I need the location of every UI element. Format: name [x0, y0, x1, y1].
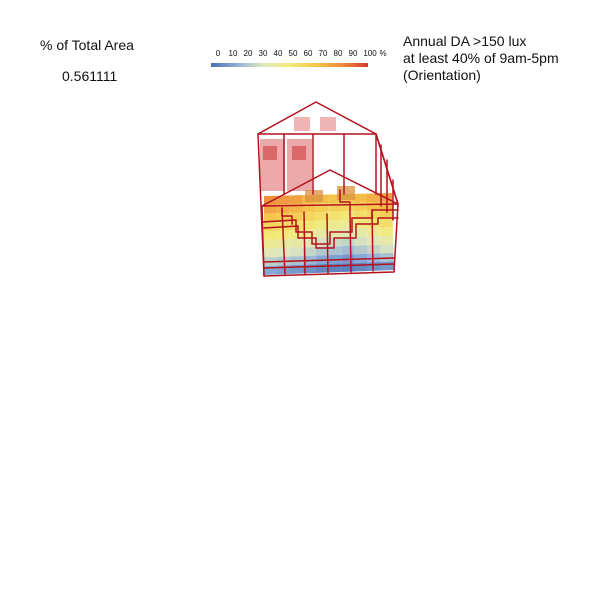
legend-tick-50: 50: [288, 49, 298, 58]
floor-heatmap-cell-6-6: [341, 245, 355, 255]
floor-heatmap-cell-6-0: [264, 248, 277, 258]
floor-heatmap-cell-0-1: [276, 195, 290, 205]
floor-heatmap-cell-4-7: [354, 228, 368, 238]
floor-heatmap-cell-6-9: [380, 244, 394, 254]
floor-heatmap-cell-2-8: [366, 210, 380, 220]
gable-window-right: [320, 117, 336, 131]
floor-heatmap-cell-4-5: [328, 228, 342, 238]
legend-tick-10: 10: [228, 49, 238, 58]
floor-heatmap-cell-4-9: [380, 227, 394, 237]
floor-heatmap-cell-1-6: [340, 202, 354, 212]
floor-heatmap-cell-8-9: [380, 261, 394, 271]
floor-heatmap-cell-5-0: [264, 239, 277, 249]
floor-heatmap-cell-3-9: [379, 218, 393, 228]
floor-heatmap-cell-3-5: [328, 220, 342, 230]
legend-tick-70: 70: [318, 49, 328, 58]
legend-tick-30: 30: [258, 49, 268, 58]
gable-window-left: [294, 117, 310, 131]
analysis-title-line-1: Annual DA >150 lux: [403, 33, 527, 49]
floor-heatmap-cell-8-6: [341, 262, 355, 272]
floor-heatmap-cell-3-3: [302, 220, 316, 230]
internal-wall-path-lower: [263, 217, 399, 249]
internal-wall-stub-a: [281, 207, 293, 225]
floor-heatmap-cell-5-7: [354, 236, 368, 246]
legend-tick-80: 80: [333, 49, 343, 58]
analysis-title-line-2: at least 40% of 9am-5pm: [403, 50, 559, 66]
legend-tick-20: 20: [243, 49, 253, 58]
analysis-title-block: Annual DA >150 lux at least 40% of 9am-5…: [403, 33, 559, 84]
floor-heatmap-cell-0-7: [353, 193, 367, 203]
floor-heatmap-cell-7-9: [380, 252, 394, 262]
roof-window-a: [305, 190, 323, 202]
legend-tick-0: 0: [215, 49, 221, 58]
legend-tick-100: 100: [363, 49, 377, 58]
floor-heatmap-cell-5-8: [367, 236, 381, 246]
floor-heatmap-cell-4-0: [264, 230, 277, 240]
window-accent-center: [292, 146, 306, 160]
front-line-a: [281, 208, 286, 276]
legend-tick-60: 60: [303, 49, 313, 58]
floor-heatmap-cell-6-7: [354, 245, 368, 255]
floor-heatmap-cell-6-4: [315, 246, 329, 256]
window-panels: [260, 117, 355, 202]
floor-heatmap-cell-2-2: [289, 212, 303, 222]
front-line-e: [371, 209, 374, 272]
floor-heatmap-cell-2-9: [379, 210, 393, 220]
total-area-value: 0.561111: [62, 68, 118, 84]
floor-heatmap-cell-8-4: [315, 263, 329, 273]
floor-heatmap-cell-0-2: [289, 195, 303, 205]
floor-heatmap-cell-2-4: [315, 211, 329, 221]
floor-heatmap-cell-4-4: [315, 229, 329, 239]
floor-heatmap-cell-1-0: [264, 204, 277, 214]
window-accent-left: [263, 146, 277, 160]
floor-heatmap-cell-3-4: [315, 220, 329, 230]
floor-heatmap-cell-1-7: [353, 202, 367, 212]
floor-heatmap-cell-5-5: [328, 237, 342, 247]
internal-wall-stub-b: [339, 189, 351, 213]
floor-heatmap-cell-2-1: [276, 212, 290, 222]
front-line-d: [349, 212, 352, 273]
floor-line-back: [263, 263, 395, 269]
front-left-edge: [261, 205, 265, 277]
internal-wall-path-upper: [261, 209, 399, 245]
legend-tick-90: 90: [348, 49, 358, 58]
floor-heatmap-cell-6-8: [367, 244, 381, 254]
roof-base-lower: [261, 203, 399, 207]
floor-heatmap-cell-8-8: [367, 261, 381, 271]
floor-heatmap-cell-6-3: [302, 246, 316, 257]
floor-heatmap-cell-5-2: [289, 238, 303, 248]
legend-tick-40: 40: [273, 49, 283, 58]
legend-color-bar: [211, 63, 368, 67]
floor-heatmap-cell-2-0: [264, 213, 277, 223]
legend-unit: %: [379, 49, 387, 58]
floor-heatmap-cell-4-8: [367, 227, 381, 237]
floor-line-front: [263, 257, 395, 263]
floor-heatmap-cell-0-8: [366, 193, 380, 203]
floor-heatmap-cell-2-3: [302, 212, 316, 222]
floor-heatmap-cell-3-0: [264, 221, 277, 232]
total-area-label: % of Total Area: [40, 37, 134, 53]
color-legend: 0 10 20 30 40 50 60 70 80 90 100 %: [206, 49, 387, 71]
floor-heatmap-cell-8-7: [354, 262, 368, 272]
floor-heatmap-cell-6-2: [289, 247, 303, 257]
roof-window-b: [337, 186, 355, 200]
building-wireframe: [257, 101, 399, 277]
legend-ticks: 0 10 20 30 40 50 60 70 80 90 100 %: [206, 49, 387, 61]
floor-heatmap-cell-5-9: [380, 235, 394, 245]
front-line-b: [303, 211, 306, 275]
roof-ridge-lower: [261, 169, 399, 207]
floor-heatmap-cell-8-5: [328, 263, 342, 273]
analysis-title-line-3: (Orientation): [403, 67, 481, 83]
floor-heatmap-cell-2-5: [328, 211, 342, 221]
